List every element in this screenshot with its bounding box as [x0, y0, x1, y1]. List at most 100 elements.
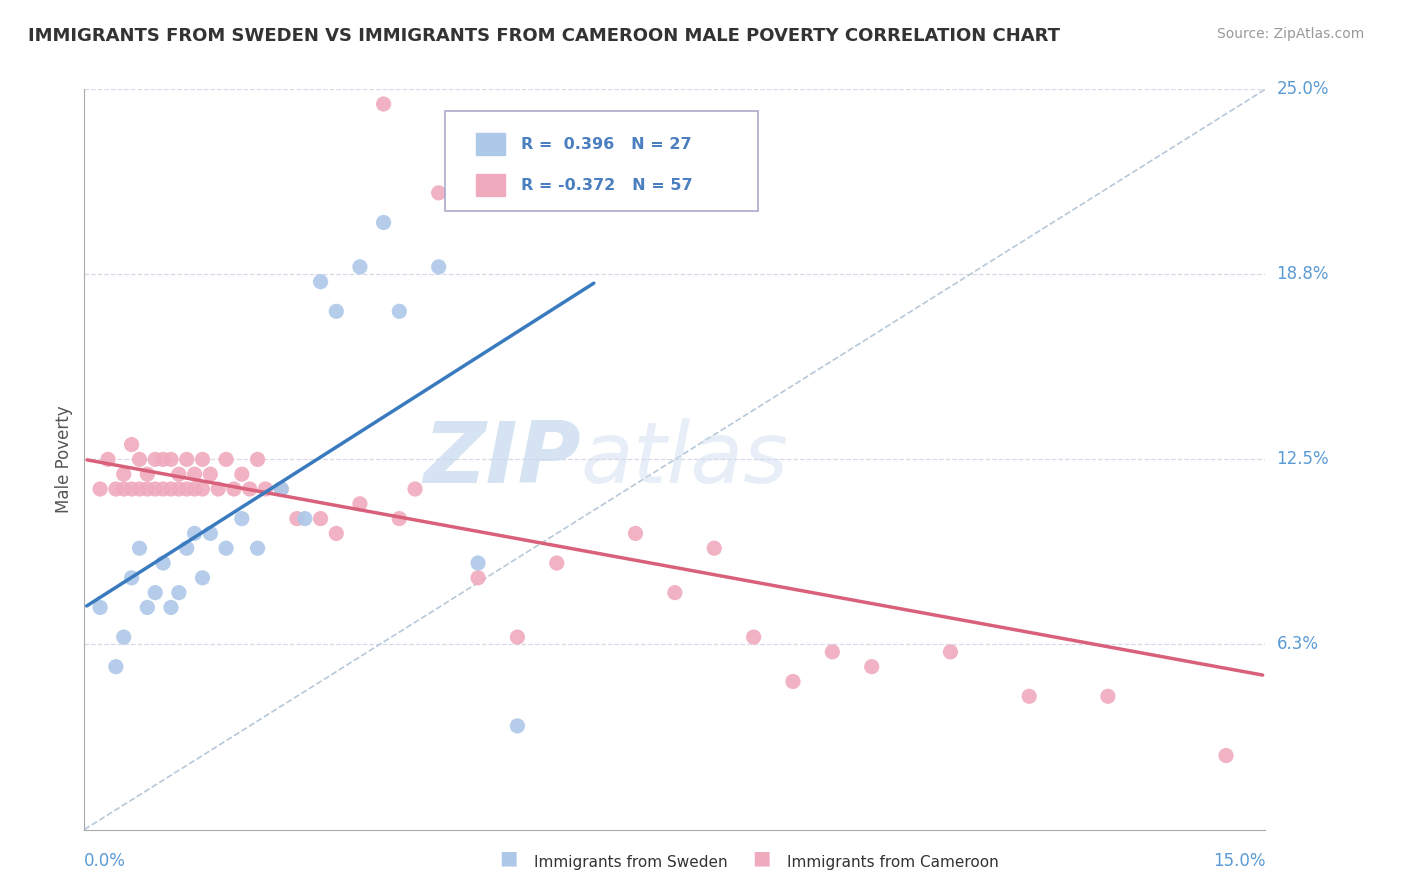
Point	[285, 511, 308, 525]
Point	[104, 482, 127, 496]
Point	[349, 260, 371, 274]
Text: IMMIGRANTS FROM SWEDEN VS IMMIGRANTS FROM CAMEROON MALE POVERTY CORRELATION CHAR: IMMIGRANTS FROM SWEDEN VS IMMIGRANTS FRO…	[28, 27, 1060, 45]
Point	[89, 600, 111, 615]
Text: 0.0%: 0.0%	[84, 852, 127, 870]
Point	[183, 526, 205, 541]
Point	[309, 275, 332, 289]
Point	[506, 719, 529, 733]
Point	[270, 482, 292, 496]
Y-axis label: Male Poverty: Male Poverty	[55, 406, 73, 513]
Text: 18.8%: 18.8%	[1277, 265, 1329, 284]
Point	[404, 482, 426, 496]
Point	[325, 526, 347, 541]
Point	[215, 541, 238, 556]
Point	[246, 541, 269, 556]
Point	[624, 526, 647, 541]
Point	[128, 541, 150, 556]
Point	[143, 585, 166, 599]
Point	[373, 215, 395, 229]
Point	[207, 482, 229, 496]
Point	[152, 482, 174, 496]
Point	[121, 571, 143, 585]
Point	[215, 452, 238, 467]
Text: 15.0%: 15.0%	[1213, 852, 1265, 870]
Point	[128, 452, 150, 467]
Point	[176, 541, 198, 556]
Point	[349, 497, 371, 511]
Point	[506, 630, 529, 644]
Text: R = -0.372   N = 57: R = -0.372 N = 57	[522, 178, 693, 193]
Point	[427, 186, 450, 200]
Point	[191, 482, 214, 496]
Text: 12.5%: 12.5%	[1277, 450, 1329, 468]
Point	[239, 482, 262, 496]
Point	[160, 452, 183, 467]
Point	[160, 600, 183, 615]
Point	[222, 482, 245, 496]
Point	[152, 556, 174, 570]
Point	[309, 511, 332, 525]
Point	[167, 585, 190, 599]
Point	[703, 541, 725, 556]
Text: 25.0%: 25.0%	[1277, 80, 1329, 98]
Point	[143, 482, 166, 496]
Point	[167, 467, 190, 482]
Text: 6.3%: 6.3%	[1277, 635, 1319, 654]
Point	[89, 482, 111, 496]
Point	[183, 467, 205, 482]
Point	[128, 482, 150, 496]
Text: Source: ZipAtlas.com: Source: ZipAtlas.com	[1216, 27, 1364, 41]
Point	[742, 630, 765, 644]
Point	[136, 600, 159, 615]
Point	[664, 585, 686, 599]
Point	[325, 304, 347, 318]
Text: ■: ■	[752, 848, 770, 867]
Point	[1215, 748, 1237, 763]
Point	[821, 645, 844, 659]
Point	[121, 437, 143, 451]
Point	[270, 482, 292, 496]
Point	[427, 260, 450, 274]
Point	[231, 511, 253, 525]
Point	[294, 511, 316, 525]
FancyBboxPatch shape	[444, 112, 758, 211]
Point	[200, 526, 222, 541]
Point	[860, 659, 883, 673]
Text: ■: ■	[499, 848, 517, 867]
Text: Immigrants from Cameroon: Immigrants from Cameroon	[787, 855, 1000, 870]
Point	[254, 482, 277, 496]
Point	[121, 482, 143, 496]
Point	[176, 452, 198, 467]
Point	[546, 556, 568, 570]
Point	[467, 556, 489, 570]
Point	[136, 482, 159, 496]
Point	[136, 467, 159, 482]
Point	[246, 452, 269, 467]
Point	[104, 659, 127, 673]
Point	[191, 571, 214, 585]
Point	[167, 482, 190, 496]
Text: R =  0.396   N = 27: R = 0.396 N = 27	[522, 136, 692, 152]
Point	[160, 482, 183, 496]
Point	[782, 674, 804, 689]
Point	[388, 304, 411, 318]
Point	[939, 645, 962, 659]
Point	[373, 97, 395, 112]
Point	[388, 511, 411, 525]
FancyBboxPatch shape	[477, 174, 505, 196]
Point	[231, 467, 253, 482]
Point	[112, 630, 135, 644]
Text: atlas: atlas	[581, 417, 789, 501]
Text: Immigrants from Sweden: Immigrants from Sweden	[534, 855, 728, 870]
Point	[176, 482, 198, 496]
Point	[200, 467, 222, 482]
Point	[585, 186, 607, 200]
Point	[1018, 690, 1040, 704]
Point	[191, 452, 214, 467]
Point	[112, 482, 135, 496]
Text: ZIP: ZIP	[423, 417, 581, 501]
Point	[183, 482, 205, 496]
Point	[97, 452, 120, 467]
Point	[467, 571, 489, 585]
Point	[152, 452, 174, 467]
